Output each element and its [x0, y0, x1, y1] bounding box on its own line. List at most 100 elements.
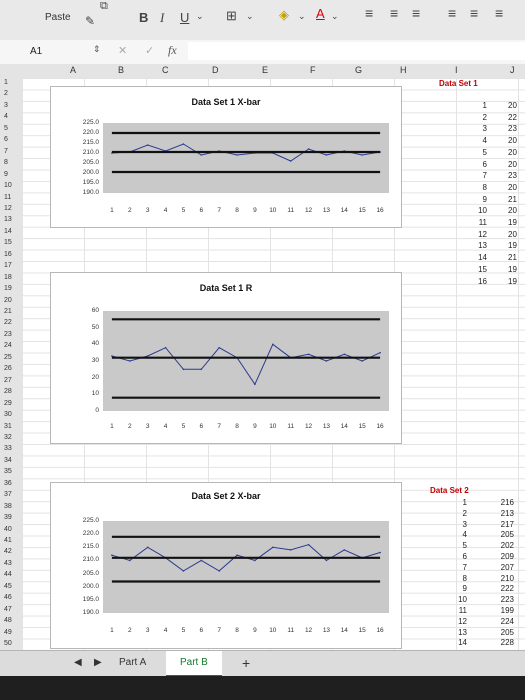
data-set2-index-cell[interactable]: 14 — [458, 638, 467, 648]
data-set1-value-cell[interactable]: 19 — [508, 218, 517, 227]
row-header[interactable]: 50 — [4, 640, 12, 648]
row-header[interactable]: 21 — [4, 308, 12, 315]
data-set2-index-cell[interactable]: 2 — [462, 508, 467, 518]
name-box[interactable]: A1 — [30, 46, 43, 57]
row-header[interactable]: 16 — [4, 250, 12, 258]
row-header[interactable]: 31 — [4, 422, 12, 430]
row-header[interactable]: 27 — [4, 376, 12, 384]
data-set2-value-cell[interactable]: 207 — [500, 562, 514, 572]
data-set2-index-cell[interactable]: 8 — [462, 573, 467, 583]
data-set1-value-cell[interactable]: 20 — [508, 159, 517, 169]
bold-button[interactable]: B — [139, 10, 149, 25]
data-set2-index-cell[interactable]: 11 — [458, 606, 467, 615]
data-set2-index-cell[interactable]: 10 — [458, 595, 467, 605]
fill-dropdown-icon[interactable]: ⌄ — [298, 11, 306, 21]
row-header[interactable]: 22 — [4, 319, 12, 327]
fill-color-icon[interactable]: ◈ — [279, 7, 289, 22]
row-header[interactable]: 40 — [4, 525, 12, 533]
row-header[interactable]: 5 — [4, 124, 8, 132]
column-header[interactable]: C — [162, 65, 169, 75]
underline-dropdown-icon[interactable]: ⌄ — [196, 11, 204, 21]
row-header[interactable]: 1 — [4, 79, 8, 86]
font-color-dropdown-icon[interactable]: ⌄ — [331, 11, 339, 21]
data-set2-value-cell[interactable]: 224 — [500, 616, 514, 626]
column-header[interactable]: G — [355, 65, 363, 75]
data-set1-index-cell[interactable]: 3 — [482, 124, 487, 134]
data-set1-value-cell[interactable]: 20 — [508, 229, 517, 239]
data-set1-value-cell[interactable]: 19 — [508, 276, 517, 286]
chart-data-set1-xbar[interactable]: Data Set 1 X-bar 225.0 220.0 215.0 210.0 205.… — [50, 86, 402, 228]
row-header[interactable]: 15 — [4, 239, 12, 247]
row-header[interactable]: 13 — [4, 216, 12, 224]
row-header[interactable]: 17 — [4, 262, 12, 270]
row-header[interactable]: 18 — [4, 273, 12, 281]
data-set1-header[interactable]: Data Set 1 — [439, 79, 478, 88]
name-box-stepper-icon[interactable]: ⇕ — [93, 44, 101, 54]
chart-data-set2-xbar[interactable]: Data Set 2 X-bar 225.0 220.0 215.0 210.0 205.… — [50, 482, 402, 649]
data-set1-index-cell[interactable]: 5 — [482, 147, 487, 157]
column-header[interactable]: E — [262, 65, 269, 75]
column-header[interactable]: F — [310, 65, 316, 75]
row-header[interactable]: 28 — [4, 388, 12, 396]
data-set1-value-cell[interactable]: 20 — [508, 136, 517, 146]
data-set2-index-cell[interactable]: 5 — [462, 541, 467, 551]
row-header[interactable]: 4 — [4, 113, 8, 121]
align-left-icon[interactable]: ≡ — [448, 5, 457, 21]
row-header[interactable]: 35 — [4, 468, 12, 476]
font-color-icon[interactable]: A — [316, 6, 325, 21]
borders-icon[interactable]: ⊞ — [226, 8, 237, 23]
data-set2-index-cell[interactable]: 4 — [462, 530, 467, 540]
row-header[interactable]: 24 — [4, 342, 12, 350]
row-header[interactable]: 11 — [4, 193, 12, 201]
row-header[interactable]: 41 — [4, 537, 12, 544]
data-set1-index-cell[interactable]: 13 — [478, 241, 487, 251]
row-header[interactable]: 25 — [4, 353, 12, 361]
copy-icon[interactable]: ⧉ — [100, 0, 108, 12]
data-set1-index-cell[interactable]: 14 — [478, 253, 487, 263]
align-center-icon[interactable]: ≡ — [470, 5, 479, 21]
data-set2-value-cell[interactable]: 223 — [500, 595, 514, 605]
data-set1-index-cell[interactable]: 11 — [478, 218, 487, 227]
column-header[interactable]: D — [212, 65, 219, 75]
row-header[interactable]: 33 — [4, 445, 12, 453]
row-header[interactable]: 29 — [4, 399, 12, 407]
data-set1-value-cell[interactable]: 22 — [508, 112, 517, 122]
row-header[interactable]: 10 — [4, 182, 12, 190]
data-set2-value-cell[interactable]: 209 — [500, 552, 514, 561]
data-set1-index-cell[interactable]: 9 — [482, 194, 487, 204]
data-set2-value-cell[interactable]: 199 — [500, 606, 514, 615]
data-set1-value-cell[interactable]: 19 — [508, 241, 517, 251]
row-header[interactable]: 9 — [4, 170, 8, 178]
underline-button[interactable]: U — [180, 10, 190, 25]
data-set2-index-cell[interactable]: 7 — [462, 562, 467, 572]
cancel-icon[interactable]: ✕ — [118, 45, 128, 57]
row-header[interactable]: 3 — [4, 101, 8, 109]
row-header[interactable]: 36 — [4, 479, 12, 487]
column-header[interactable]: J — [510, 65, 515, 75]
data-set1-index-cell[interactable]: 7 — [482, 171, 487, 181]
data-set2-value-cell[interactable]: 213 — [500, 508, 514, 518]
tab-part-a[interactable]: Part A — [119, 657, 147, 668]
function-icon[interactable]: fx — [168, 43, 177, 57]
data-set1-value-cell[interactable]: 19 — [508, 264, 517, 274]
row-header[interactable]: 30 — [4, 411, 12, 419]
data-set1-value-cell[interactable]: 20 — [508, 206, 517, 216]
column-header[interactable]: A — [70, 65, 77, 75]
data-set2-value-cell[interactable]: 216 — [500, 498, 514, 507]
enter-icon[interactable]: ✓ — [145, 45, 155, 57]
row-header[interactable]: 8 — [4, 159, 8, 167]
data-set1-index-cell[interactable]: 16 — [478, 276, 487, 286]
tab-next-icon[interactable]: ▶ — [94, 657, 102, 668]
row-header[interactable]: 49 — [4, 628, 12, 636]
data-set2-index-cell[interactable]: 6 — [462, 552, 467, 561]
data-set2-index-cell[interactable]: 13 — [458, 627, 467, 637]
data-set2-index-cell[interactable]: 1 — [462, 498, 467, 507]
row-header[interactable]: 39 — [4, 514, 12, 522]
row-header[interactable]: 32 — [4, 433, 12, 441]
row-header[interactable]: 6 — [4, 136, 8, 144]
formula-input[interactable] — [188, 42, 525, 60]
row-header[interactable]: 42 — [4, 548, 12, 556]
data-set1-value-cell[interactable]: 20 — [508, 147, 517, 157]
data-set2-header[interactable]: Data Set 2 — [430, 486, 469, 495]
row-header[interactable]: 45 — [4, 582, 12, 590]
